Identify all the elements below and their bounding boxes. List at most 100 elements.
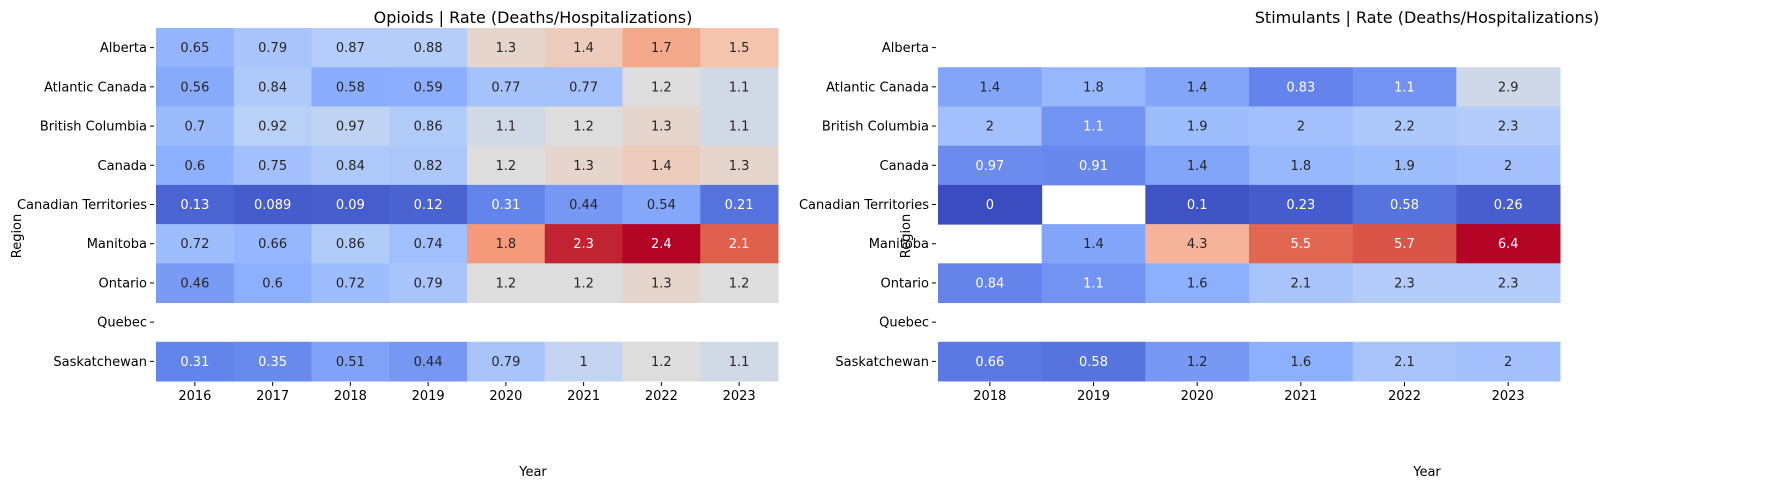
stimulants-cell-saskatchewan-2019 (1041, 341, 1146, 382)
opioids-cell-saskatchewan-2019 (389, 341, 468, 382)
opioids-heatmap-cells: 0.65 0.79 0.87 0.88 1.3 1.4 1.7 1.5 0.56 0.84 0.58… (17, 28, 779, 404)
stimulants-cell-label-manitoba-2023: 6.4 (1498, 237, 1519, 252)
stimulants-cell-british-columbia-2019 (1041, 106, 1146, 147)
opioids-y-tick-label-manitoba: Manitoba (87, 237, 147, 252)
opioids-cell-manitoba-2016 (156, 224, 235, 264)
stimulants-cell-ontario-2018 (938, 263, 1043, 304)
opioids-x-tick-label-2020: 2020 (489, 389, 522, 404)
opioids-cell-label-saskatchewan-2020: 0.79 (491, 355, 520, 370)
stimulants-cell-saskatchewan-2020 (1145, 341, 1250, 382)
stimulants-cell-label-manitoba-2020: 4.3 (1187, 237, 1208, 252)
opioids-cell-label-alberta-2020: 1.3 (496, 41, 517, 56)
opioids-cell-label-saskatchewan-2016: 0.31 (180, 355, 209, 370)
opioids-cell-label-canadian-territories-2020: 0.31 (491, 198, 520, 213)
opioids-cell-label-canadian-territories-2016: 0.13 (180, 198, 209, 213)
stimulants-cell-label-canada-2023: 2 (1504, 159, 1512, 174)
stimulants-cell-label-british-columbia-2021: 2 (1297, 120, 1305, 135)
opioids-cell-alberta-2016 (156, 28, 235, 68)
opioids-cell-alberta-2022 (622, 28, 701, 68)
opioids-cell-label-manitoba-2016: 0.72 (180, 237, 209, 252)
stimulants-cell-label-saskatchewan-2019: 0.58 (1079, 355, 1108, 370)
stimulants-cell-label-canada-2020: 1.4 (1187, 159, 1208, 174)
opioids-cell-atlantic-canada-2017 (233, 67, 312, 107)
stimulants-cell-label-ontario-2019: 1.1 (1083, 276, 1104, 291)
stimulants-cell-ontario-2023 (1456, 263, 1561, 304)
opioids-cell-ontario-2019 (389, 263, 468, 304)
opioids-cell-ontario-2017 (233, 263, 312, 304)
opioids-cell-label-atlantic-canada-2021: 0.77 (569, 80, 598, 95)
opioids-cell-label-british-columbia-2018: 0.97 (336, 120, 365, 135)
opioids-cell-alberta-2020 (467, 28, 546, 68)
opioids-cell-label-alberta-2021: 1.4 (573, 41, 594, 56)
opioids-cell-label-saskatchewan-2021: 1 (579, 355, 587, 370)
opioids-heatmap-panel: Opioids | Rate (Deaths/Hospitalizations)… (10, 8, 779, 480)
opioids-cell-label-alberta-2018: 0.87 (336, 41, 365, 56)
stimulants-cell-label-canada-2018: 0.97 (975, 159, 1004, 174)
stimulants-cell-label-canadian-territories-2021: 0.23 (1286, 198, 1315, 213)
opioids-cell-label-canadian-territories-2023: 0.21 (725, 198, 754, 213)
stimulants-cell-canada-2023 (1456, 145, 1561, 186)
opioids-cell-british-columbia-2016 (156, 106, 235, 147)
opioids-cell-atlantic-canada-2020 (467, 67, 546, 107)
stimulants-x-tick-label-2023: 2023 (1492, 389, 1525, 404)
opioids-cell-canada-2021 (544, 145, 623, 186)
stimulants-cell-canadian-territories-2022 (1352, 184, 1457, 225)
stimulants-cell-british-columbia-2018 (938, 106, 1043, 147)
opioids-cell-alberta-2019 (389, 28, 468, 68)
stimulants-cell-label-british-columbia-2020: 1.9 (1187, 120, 1208, 135)
opioids-cell-label-manitoba-2019: 0.74 (414, 237, 443, 252)
stimulants-cell-label-saskatchewan-2018: 0.66 (975, 355, 1004, 370)
stimulants-x-tick-label-2018: 2018 (973, 389, 1006, 404)
stimulants-cell-label-atlantic-canada-2019: 1.8 (1083, 80, 1104, 95)
opioids-x-tick-label-2023: 2023 (723, 389, 756, 404)
stimulants-heatmap-panel: Stimulants | Rate (Deaths/Hospitalizatio… (799, 8, 1599, 480)
opioids-cell-label-atlantic-canada-2016: 0.56 (180, 80, 209, 95)
stimulants-y-tick-label-canadian-territories: Canadian Territories (799, 198, 929, 213)
stimulants-cell-label-british-columbia-2019: 1.1 (1083, 120, 1104, 135)
opioids-y-tick-label-atlantic-canada: Atlantic Canada (44, 80, 147, 95)
stimulants-cell-ontario-2022 (1352, 263, 1457, 304)
opioids-cell-manitoba-2018 (311, 224, 390, 264)
stimulants-cell-manitoba-2022 (1352, 224, 1457, 264)
opioids-cell-label-canadian-territories-2021: 0.44 (569, 198, 598, 213)
opioids-cell-label-ontario-2017: 0.6 (262, 276, 283, 291)
opioids-cell-label-canada-2019: 0.82 (414, 159, 443, 174)
stimulants-cell-label-atlantic-canada-2018: 1.4 (979, 80, 1000, 95)
stimulants-cell-saskatchewan-2023 (1456, 341, 1561, 382)
opioids-cell-manitoba-2021 (544, 224, 623, 264)
stimulants-y-tick-label-canada: Canada (880, 159, 929, 174)
opioids-cell-alberta-2023 (700, 28, 779, 68)
opioids-y-tick-label-canada: Canada (98, 159, 147, 174)
stimulants-cell-saskatchewan-2021 (1249, 341, 1354, 382)
opioids-cell-label-ontario-2018: 0.72 (336, 276, 365, 291)
opioids-cell-label-atlantic-canada-2017: 0.84 (258, 80, 287, 95)
opioids-cell-label-alberta-2023: 1.5 (729, 41, 750, 56)
opioids-cell-british-columbia-2020 (467, 106, 546, 147)
opioids-cell-label-atlantic-canada-2018: 0.58 (336, 80, 365, 95)
opioids-cell-ontario-2022 (622, 263, 701, 304)
stimulants-x-tick-label-2022: 2022 (1388, 389, 1421, 404)
stimulants-cell-label-saskatchewan-2023: 2 (1504, 355, 1512, 370)
stimulants-cell-manitoba-2019 (1041, 224, 1146, 264)
opioids-cell-british-columbia-2021 (544, 106, 623, 147)
opioids-cell-alberta-2018 (311, 28, 390, 68)
stimulants-cell-atlantic-canada-2020 (1145, 67, 1250, 107)
opioids-cell-canada-2019 (389, 145, 468, 186)
stimulants-heatmap-cells: 1.4 1.8 1.4 0.83 1.1 2.9 2 1.1 1.9 2 2.2 2.3 0.97 0.9… (799, 41, 1561, 404)
stimulants-cell-label-british-columbia-2023: 2.3 (1498, 120, 1519, 135)
opioids-cell-manitoba-2022 (622, 224, 701, 264)
stimulants-cell-label-ontario-2022: 2.3 (1394, 276, 1415, 291)
opioids-x-tick-label-2018: 2018 (334, 389, 367, 404)
stimulants-cell-canadian-territories-2018 (938, 184, 1043, 225)
opioids-chart-title: Opioids | Rate (Deaths/Hospitalizations) (374, 8, 693, 27)
stimulants-cell-atlantic-canada-2023 (1456, 67, 1561, 107)
opioids-cell-label-british-columbia-2022: 1.3 (651, 120, 672, 135)
stimulants-cell-atlantic-canada-2019 (1041, 67, 1146, 107)
opioids-cell-atlantic-canada-2018 (311, 67, 390, 107)
opioids-cell-atlantic-canada-2019 (389, 67, 468, 107)
stimulants-cell-label-canada-2021: 1.8 (1290, 159, 1311, 174)
opioids-cell-label-saskatchewan-2019: 0.44 (414, 355, 443, 370)
opioids-cell-label-manitoba-2018: 0.86 (336, 237, 365, 252)
opioids-x-tick-label-2021: 2021 (567, 389, 600, 404)
opioids-cell-british-columbia-2018 (311, 106, 390, 147)
